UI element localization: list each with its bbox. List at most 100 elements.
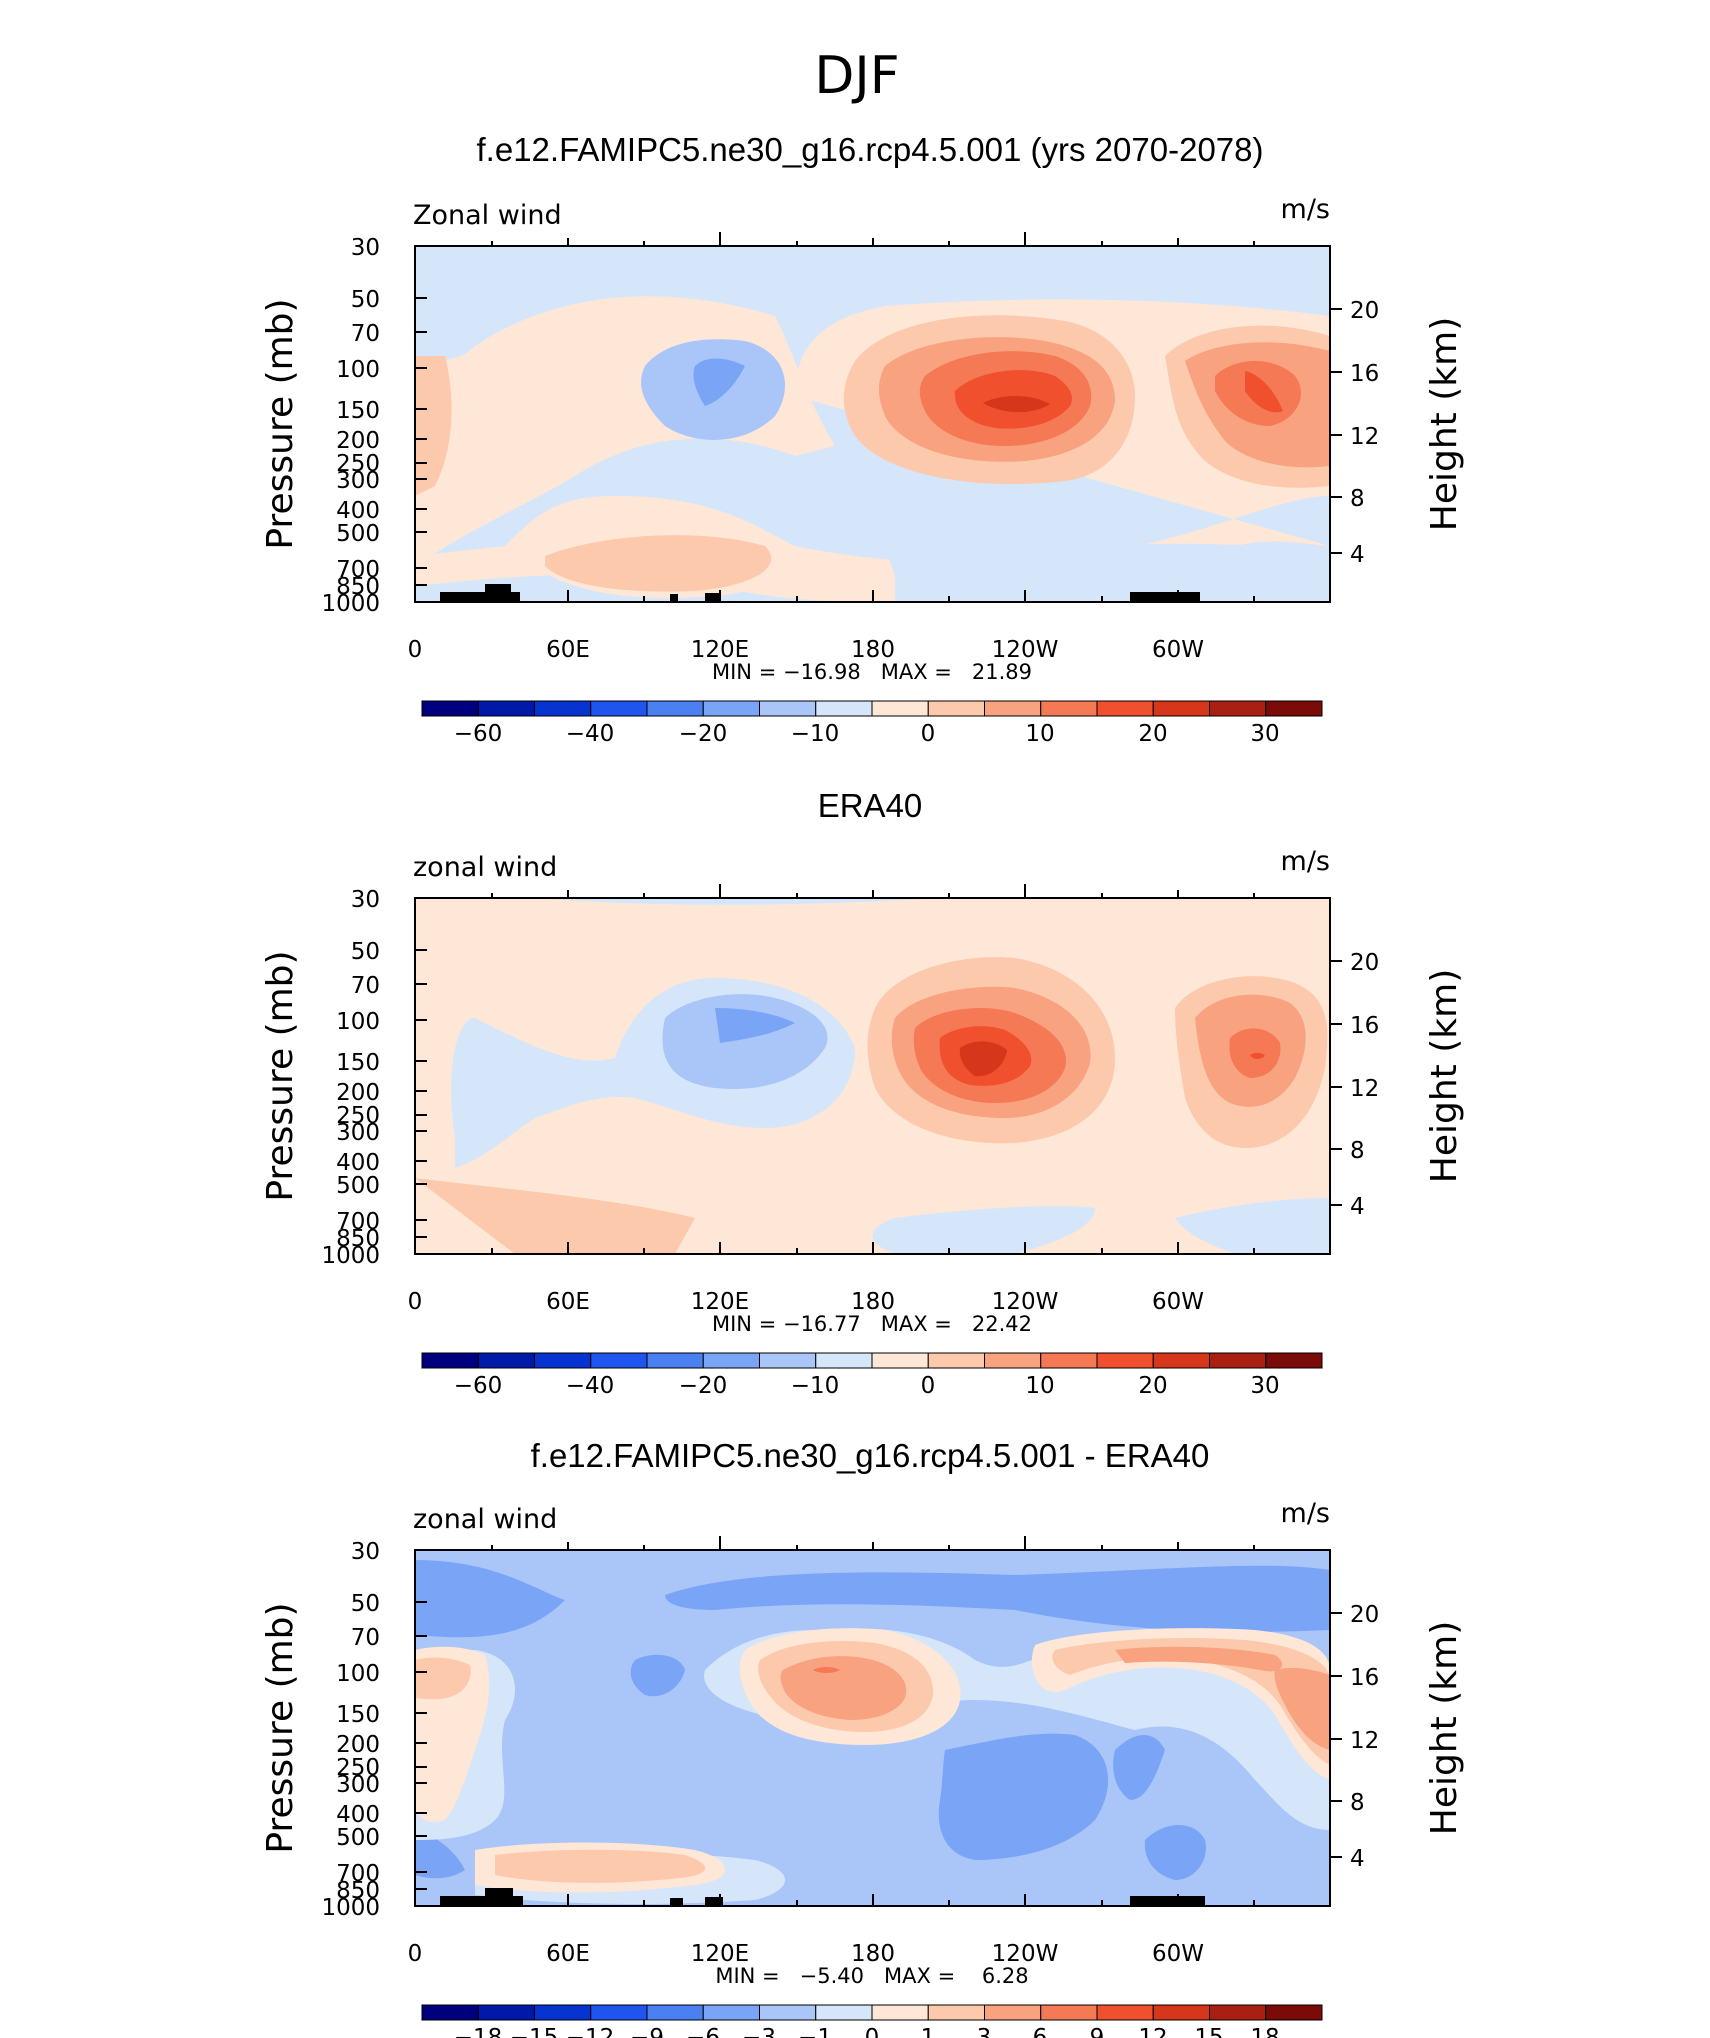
panel-2: ERA40 zonal wind m/s [260,787,1465,1399]
colorbar-swatch [759,2004,817,2021]
panel-3: f.e12.FAMIPC5.ne30_g16.rcp4.5.001 - ERA4… [260,1437,1465,2038]
colorbar-label: −6 [686,2025,720,2038]
y-right-tick-label: 8 [1350,1790,1365,1816]
colorbar-swatch [477,700,535,717]
colorbar-label: 0 [921,1373,936,1399]
colorbar-swatch [702,700,760,717]
colorbar-swatch [646,700,704,717]
colorbar-swatch [984,1352,1042,1369]
colorbar-swatch [815,1352,873,1369]
y-tick-label: 100 [336,1009,380,1035]
y-right-tick-label: 4 [1350,542,1365,568]
colorbar-swatch [759,1352,817,1369]
colorbar-swatch [646,2004,704,2021]
colorbar [421,700,1323,717]
y-right-tick-label: 20 [1350,1602,1379,1628]
colorbar-swatch [421,2004,479,2021]
y-right-axis-label: Height (km) [1424,317,1465,531]
y-tick-label: 700 [336,1209,380,1235]
y-right-tick-label: 8 [1350,486,1365,512]
colorbar-label: 6 [1033,2025,1048,2038]
y-tick-label: 400 [336,1802,380,1828]
colorbar-swatch [1152,700,1210,717]
x-tick-label: 60E [546,637,590,663]
contour-fill [545,535,772,592]
y-right-tick-label: 12 [1350,1728,1379,1754]
y-right-tick-labels: 20 16 12 8 4 [1350,1602,1379,1872]
contour-fill [780,1656,907,1720]
y-tick-label: 200 [336,428,380,454]
y-tick-label: 70 [351,973,380,999]
colorbar-swatch [534,2004,592,2021]
y-right-axis-label: Height (km) [1424,969,1465,1183]
colorbar-label: −60 [454,1373,503,1399]
colorbar-swatch [1040,2004,1098,2021]
colorbar-swatch [1265,2004,1323,2021]
colorbar-label: 30 [1250,721,1279,747]
y-tick-label: 700 [336,1861,380,1887]
y-axis-label: Pressure (mb) [260,1602,301,1853]
colorbar-swatch [1209,700,1267,717]
y-right-tick-label: 20 [1350,298,1379,324]
colorbar-swatch [421,1352,479,1369]
colorbar-swatch [1040,1352,1098,1369]
colorbar-label: 12 [1138,2025,1167,2038]
colorbar-swatch [815,2004,873,2021]
colorbar-label: −1 [798,2025,832,2038]
contour-fill [872,1206,1095,1254]
x-tick-label: 180 [851,637,895,663]
y-tick-label: 1000 [321,1895,380,1921]
y-tick-label: 50 [351,1591,380,1617]
colorbar-labels: −60 −40 −20 −10 0 10 20 30 [454,721,1280,747]
left-string: Zonal wind [413,200,562,231]
colorbar-swatch [702,2004,760,2021]
ticks [414,1536,1342,1907]
x-tick-labels: 0 60E 120E 180 120W 60W [408,1941,1204,1967]
contour-fill [1250,1052,1265,1059]
min-max-label: MIN = −5.40 MAX = 6.28 [715,1964,1028,1988]
contour-fill [1115,1646,1283,1672]
colorbar-swatch [927,1352,985,1369]
x-tick-label: 60W [1152,637,1204,663]
y-tick-label: 200 [336,1080,380,1106]
colorbar-label: −40 [566,721,615,747]
colorbar-label: −20 [679,721,728,747]
colorbar-swatch [534,1352,592,1369]
y-tick-label: 300 [336,468,380,494]
y-right-axis-label: Height (km) [1424,1621,1465,1835]
y-tick-label: 1000 [321,591,380,617]
ticks [414,232,1342,603]
y-tick-label: 50 [351,287,380,313]
colorbar-swatch [1152,1352,1210,1369]
colorbar-label: −9 [630,2025,664,2038]
contour-fill [535,898,945,905]
y-tick-label: 30 [351,235,380,261]
colorbar-label: 18 [1250,2025,1279,2038]
colorbar-label: −15 [510,2025,559,2038]
y-tick-label: 250 [336,451,380,477]
colorbar-label: −12 [566,2025,615,2038]
colorbar-label: −10 [791,721,840,747]
colorbar-swatch [871,1352,929,1369]
y-tick-label: 400 [336,498,380,524]
x-tick-labels: 0 60E 120E 180 120W 60W [408,637,1204,663]
contour-fill [415,1830,465,1879]
x-tick-label: 180 [851,1289,895,1315]
colorbar [421,2004,1323,2021]
y-tick-label: 500 [336,1825,380,1851]
topography [440,1888,1205,1906]
colorbar-swatch [1209,1352,1267,1369]
colorbar-labels: −60 −40 −20 −10 0 10 20 30 [454,1373,1280,1399]
y-tick-label: 850 [336,1878,380,1904]
x-tick-label: 60W [1152,1289,1204,1315]
y-right-tick-label: 8 [1350,1138,1365,1164]
units-label: m/s [1281,1498,1330,1529]
x-tick-label: 60E [546,1941,590,1967]
contour-fill [415,1560,565,1638]
colorbar-label: −10 [791,1373,840,1399]
y-tick-label: 100 [336,1661,380,1687]
colorbar-swatch [590,1352,648,1369]
colorbar-swatch [984,700,1042,717]
contour-fill [665,1565,1330,1632]
